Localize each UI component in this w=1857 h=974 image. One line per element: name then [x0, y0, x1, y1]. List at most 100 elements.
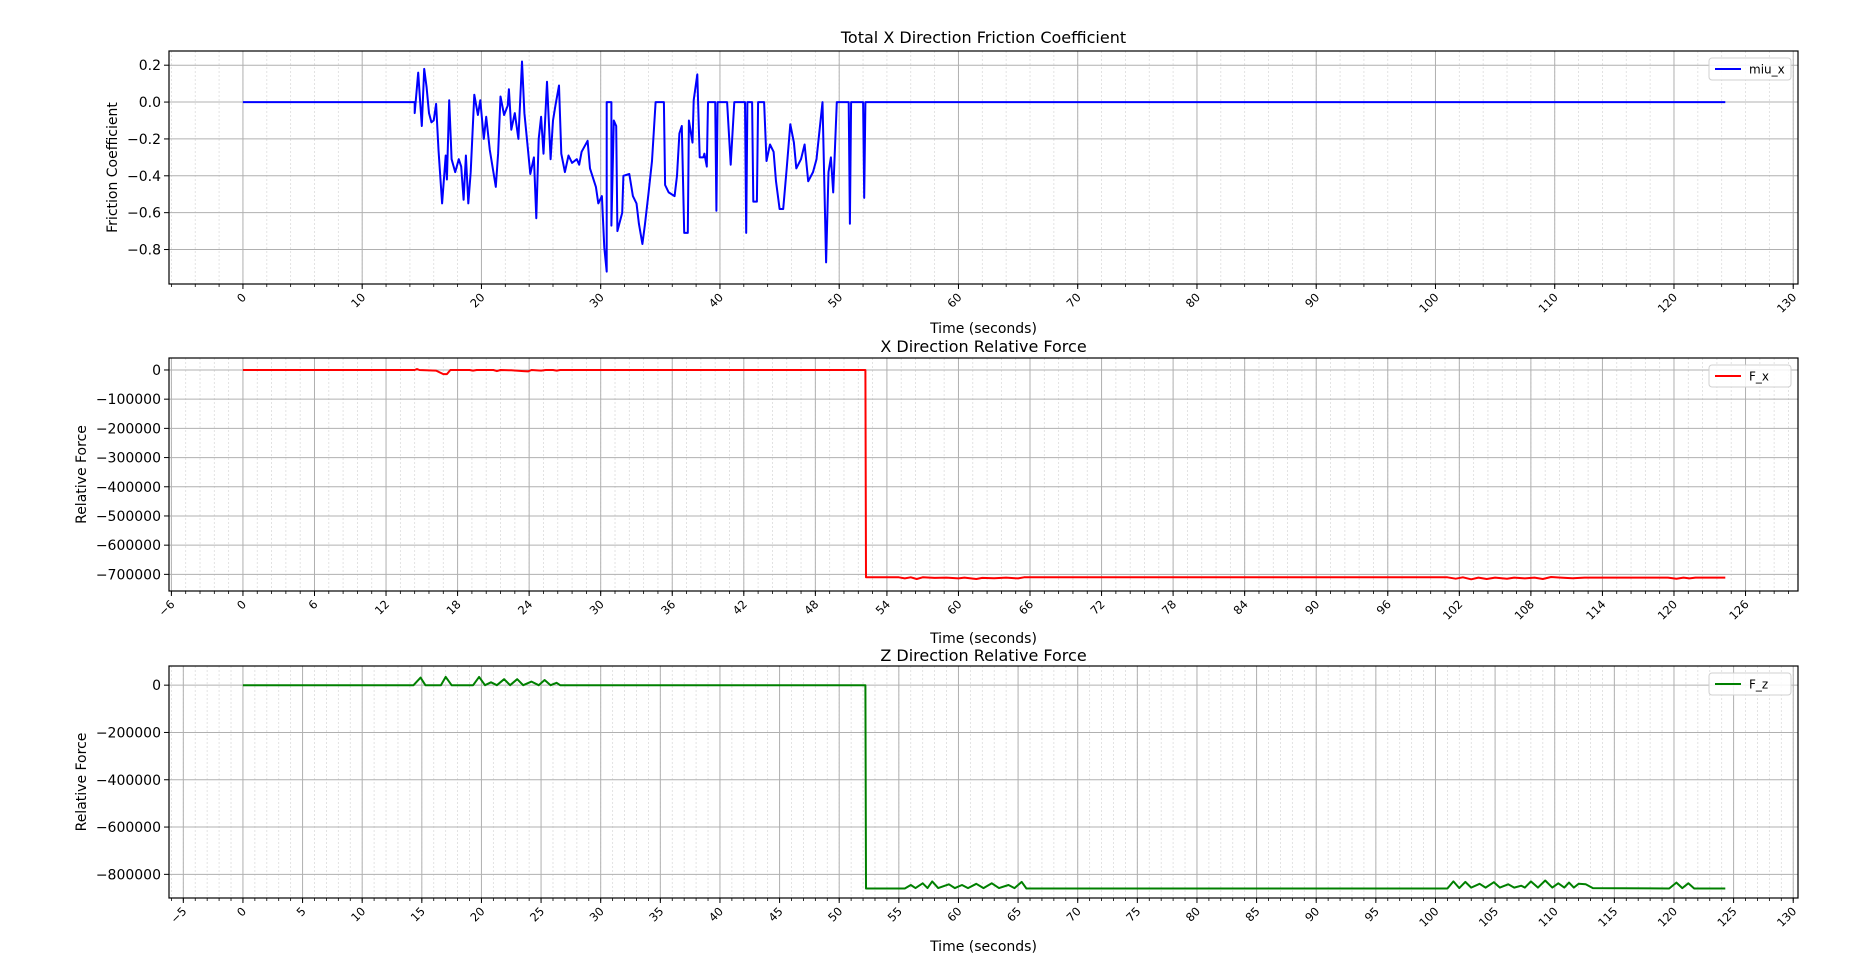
- x-tick-label: 40: [706, 904, 726, 924]
- x-tick-label: 90: [1302, 597, 1322, 617]
- x-tick-label: 105: [1476, 904, 1501, 929]
- y-tick-label: −400000: [96, 773, 161, 789]
- x-tick-label: 120: [1655, 290, 1680, 315]
- x-tick-label: 30: [587, 290, 607, 310]
- chart-3: −5 0 5 10 15 20 25 30 35 40 45 50 55 60 65 70 75 80 85 90 95…: [74, 646, 1799, 955]
- x-tick-label: 80: [1183, 290, 1203, 310]
- y-tick-label: −0.6: [127, 206, 161, 222]
- legend: F_x: [1708, 364, 1792, 388]
- y-axis-label: Relative Force: [74, 425, 90, 524]
- y-tick-label: −500000: [96, 509, 161, 525]
- x-tick-label: 30: [587, 597, 607, 617]
- chart-title: Total X Direction Friction Coefficient: [840, 28, 1126, 47]
- legend-label: miu_x: [1749, 63, 1785, 77]
- x-tick-label: 90: [1302, 290, 1322, 310]
- x-tick-label: 70: [1064, 904, 1084, 924]
- x-tick-label: 10: [348, 290, 368, 310]
- chart-1: 0 10 20 30 40 50 60 70 80 90 100 110 120 130 0.2 0.0 −0.…: [105, 28, 1799, 337]
- y-tick-label: −600000: [96, 538, 161, 554]
- x-tick-label: 5: [294, 904, 309, 919]
- x-tick-label: 120: [1655, 597, 1680, 622]
- legend-label: F_z: [1749, 678, 1768, 692]
- x-tick-label: 18: [443, 597, 463, 617]
- y-tick-label: −100000: [96, 392, 161, 408]
- x-tick-label: 0: [234, 290, 249, 305]
- x-tick-label: −6: [156, 597, 178, 619]
- x-tick-label: 75: [1123, 904, 1143, 924]
- x-tick-label: 60: [944, 597, 964, 617]
- x-tick-label: 115: [1595, 904, 1620, 929]
- x-tick-label: 110: [1535, 904, 1560, 929]
- plot-frame: [168, 665, 1799, 899]
- y-tick-label: −0.8: [127, 243, 161, 259]
- x-tick-label: 78: [1159, 597, 1179, 617]
- x-tick-label: 95: [1362, 904, 1382, 924]
- x-tick-label: 100: [1416, 290, 1441, 315]
- x-tick-label: 20: [467, 290, 487, 310]
- y-tick-label: −0.2: [127, 132, 161, 148]
- plot-frame: [168, 50, 1799, 285]
- x-tick-label: 40: [706, 290, 726, 310]
- x-tick-label: 84: [1231, 597, 1251, 617]
- chart-title: Z Direction Relative Force: [880, 646, 1086, 665]
- x-axis-label: Time (seconds): [929, 939, 1037, 955]
- x-tick-label: 50: [825, 904, 845, 924]
- x-tick-label: 0: [234, 904, 249, 919]
- y-tick-label: −800000: [96, 867, 161, 883]
- legend-box: [1708, 57, 1792, 81]
- x-tick-label: 48: [801, 597, 821, 617]
- x-tick-label: 110: [1535, 290, 1560, 315]
- x-tick-label: 54: [873, 597, 893, 617]
- x-tick-label: −5: [168, 904, 190, 926]
- x-tick-label: 114: [1583, 597, 1608, 622]
- legend: miu_x: [1708, 57, 1792, 81]
- chart-title: X Direction Relative Force: [880, 337, 1086, 356]
- x-tick-label: 0: [234, 597, 249, 612]
- legend-box: [1708, 364, 1792, 388]
- x-tick-label: 96: [1374, 597, 1394, 617]
- x-tick-label: 120: [1655, 904, 1680, 929]
- y-tick-label: 0.2: [139, 58, 161, 74]
- x-tick-label: 12: [372, 597, 392, 617]
- chart-2: −6 0 6 12 18 24 30 36 42 48 54 60 66 72 78 84 90 96 102 108…: [74, 337, 1799, 647]
- x-axis-label: Time (seconds): [929, 631, 1037, 647]
- x-tick-label: 66: [1016, 597, 1036, 617]
- legend-box: [1708, 672, 1792, 696]
- x-tick-label: 24: [515, 597, 535, 617]
- x-tick-label: 80: [1183, 904, 1203, 924]
- x-tick-label: 70: [1064, 290, 1084, 310]
- y-tick-label: −700000: [96, 567, 161, 583]
- y-axis-label: Relative Force: [74, 733, 90, 832]
- x-tick-label: 108: [1512, 597, 1537, 622]
- x-tick-label: 6: [306, 597, 321, 612]
- x-tick-label: 65: [1004, 904, 1024, 924]
- y-tick-label: 0: [152, 363, 161, 379]
- x-tick-label: 130: [1774, 904, 1799, 929]
- x-tick-label: 35: [646, 904, 666, 924]
- x-tick-label: 45: [765, 904, 785, 924]
- plot-frame: [168, 357, 1799, 592]
- legend-label: F_x: [1749, 370, 1769, 384]
- x-tick-label: 25: [527, 904, 547, 924]
- legend: F_z: [1708, 672, 1792, 696]
- y-tick-label: −200000: [96, 421, 161, 437]
- y-tick-label: −0.4: [127, 169, 161, 185]
- x-axis-label: Time (seconds): [929, 321, 1037, 337]
- x-tick-label: 102: [1440, 597, 1465, 622]
- y-tick-label: −300000: [96, 451, 161, 467]
- x-tick-label: 72: [1087, 597, 1107, 617]
- x-tick-label: 125: [1714, 904, 1739, 929]
- y-axis-label: Friction Coefficient: [105, 102, 121, 233]
- x-tick-label: 15: [408, 904, 428, 924]
- x-tick-label: 100: [1416, 904, 1441, 929]
- x-tick-label: 50: [825, 290, 845, 310]
- y-tick-label: −600000: [96, 820, 161, 836]
- y-tick-label: −200000: [96, 725, 161, 741]
- y-tick-label: −400000: [96, 480, 161, 496]
- x-tick-label: 60: [944, 290, 964, 310]
- series-line-F_x: [242, 368, 1726, 581]
- x-tick-label: 10: [348, 904, 368, 924]
- x-tick-label: 20: [467, 904, 487, 924]
- x-tick-label: 90: [1302, 904, 1322, 924]
